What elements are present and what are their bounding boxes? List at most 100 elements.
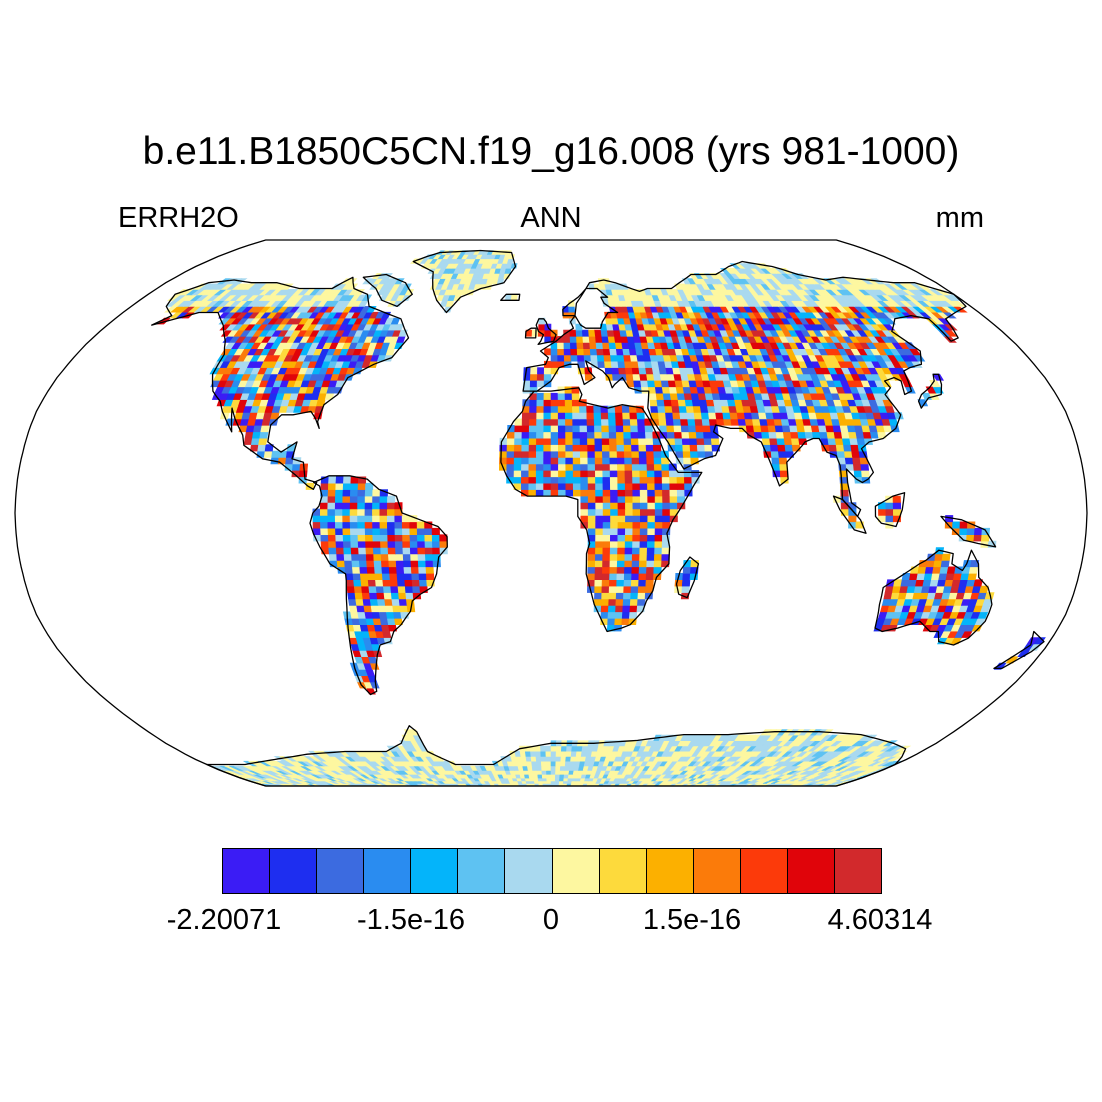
grid-cell	[587, 463, 596, 471]
grid-cell	[610, 360, 619, 368]
grid-cell	[565, 463, 574, 471]
colorbar-swatch-4	[411, 849, 459, 893]
grid-cell	[543, 457, 552, 465]
grid-cell	[543, 399, 552, 407]
grid-cell	[387, 527, 396, 535]
grid-cell	[535, 476, 544, 484]
grid-cell	[424, 553, 434, 561]
grid-cell	[650, 412, 660, 420]
grid-cell	[334, 515, 344, 523]
grid-cell	[639, 547, 648, 555]
grid-cell	[630, 592, 639, 600]
grid-cell	[513, 444, 523, 452]
grid-cell	[647, 482, 656, 490]
grid-cell	[535, 444, 544, 452]
grid-cell	[558, 444, 567, 452]
grid-cell	[594, 585, 603, 593]
grid-cell	[520, 476, 530, 484]
grid-cell	[336, 560, 346, 568]
grid-cell	[869, 431, 880, 439]
grid-cell	[680, 418, 689, 426]
grid-cell	[668, 470, 678, 478]
grid-cell	[614, 618, 623, 625]
grid-cell	[679, 412, 688, 420]
grid-cell	[594, 553, 604, 561]
grid-cell	[536, 450, 545, 458]
grid-cell	[853, 470, 863, 478]
grid-cell	[616, 566, 625, 574]
grid-cell	[364, 515, 373, 523]
grid-cell	[622, 418, 631, 426]
colorbar-swatch-11	[740, 849, 788, 893]
grid-cell	[646, 540, 656, 548]
grid-cell	[952, 521, 961, 529]
grid-cell	[860, 463, 870, 471]
grid-cell	[543, 418, 552, 426]
grid-cell	[662, 508, 671, 516]
grid-cell	[344, 566, 354, 574]
grid-cell	[536, 437, 544, 445]
grid-cell	[425, 560, 434, 568]
grid-cell	[595, 508, 604, 516]
grid-cell	[587, 547, 596, 555]
grid-cell	[361, 585, 370, 593]
grid-cell	[617, 463, 626, 471]
grid-cell	[639, 476, 648, 484]
grid-cell	[342, 515, 351, 523]
grid-cell	[632, 540, 641, 548]
grid-cell	[506, 444, 515, 452]
grid-cell	[540, 745, 547, 752]
grid-cell	[348, 598, 357, 606]
grid-cell	[349, 502, 358, 510]
grid-cell	[387, 515, 396, 523]
grid-cell	[513, 463, 522, 471]
grid-cell	[631, 573, 640, 580]
grid-cell	[504, 268, 512, 274]
grid-cell	[587, 444, 596, 452]
grid-cell	[637, 360, 646, 368]
grid-cell	[623, 592, 632, 600]
grid-cell	[766, 418, 776, 426]
grid-cell	[631, 560, 640, 568]
grid-cell	[644, 431, 654, 439]
grid-cell	[681, 431, 690, 439]
grid-cell	[593, 598, 602, 606]
grid-cell	[848, 431, 858, 439]
grid-cell	[604, 360, 613, 368]
grid-cell	[687, 425, 697, 433]
grid-cell	[396, 573, 406, 580]
grid-cell	[804, 431, 814, 439]
grid-cell	[565, 750, 572, 757]
grid-cell	[730, 418, 740, 426]
grid-cell	[543, 476, 552, 484]
grid-cell	[565, 470, 574, 478]
grid-cell	[401, 527, 411, 535]
grid-cell	[394, 534, 403, 542]
grid-cell	[647, 502, 656, 510]
grid-cell	[560, 760, 566, 767]
grid-cell	[673, 425, 682, 433]
colorbar-swatch-8	[599, 849, 647, 893]
grid-cell	[595, 547, 604, 555]
grid-cell	[594, 450, 603, 458]
grid-cell	[595, 521, 604, 529]
colorbar-swatch-12	[787, 849, 836, 893]
grid-cell	[320, 482, 329, 490]
grid-cell	[358, 560, 368, 568]
grid-cell	[529, 399, 538, 407]
grid-cell	[878, 508, 887, 516]
grid-cell	[594, 437, 603, 445]
grid-cell	[631, 450, 640, 458]
grid-cell	[632, 534, 641, 542]
grid-cell	[654, 495, 663, 503]
grid-cell	[609, 534, 619, 542]
grid-cell	[528, 444, 537, 452]
grid-cell	[892, 495, 901, 503]
grid-cell	[934, 553, 944, 561]
grid-cell	[617, 540, 626, 548]
grid-cell	[390, 585, 399, 593]
grid-cell	[647, 534, 656, 542]
grid-cell	[410, 553, 419, 561]
grid-cell	[629, 598, 639, 606]
grid-cell	[684, 399, 694, 407]
